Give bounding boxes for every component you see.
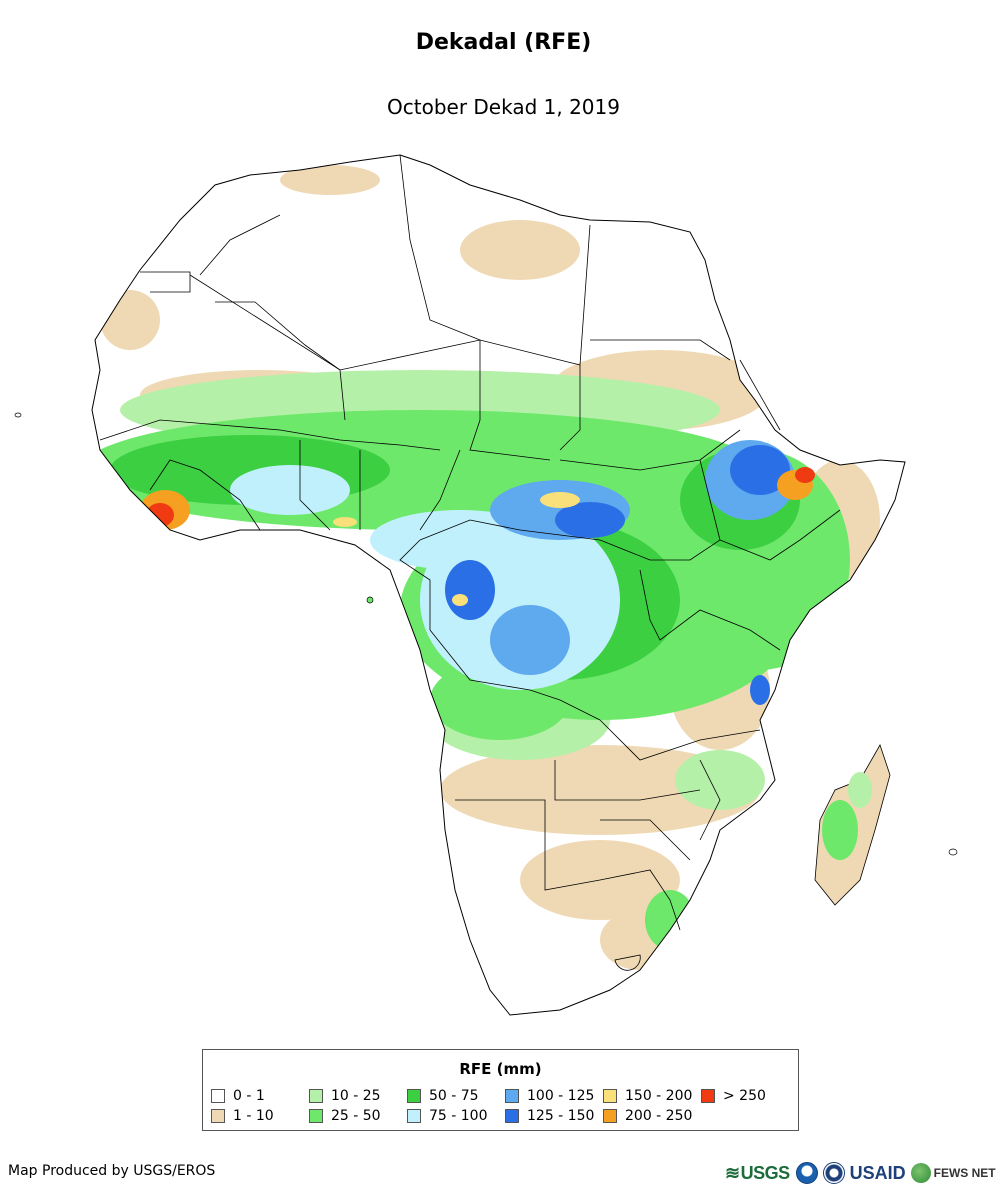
map-title: Dekadal (RFE) bbox=[415, 30, 592, 55]
rain-1-10 bbox=[280, 165, 380, 195]
legend-item: 10 - 25 bbox=[309, 1088, 381, 1104]
island bbox=[14, 412, 22, 418]
legend-item: 1 - 10 bbox=[211, 1108, 274, 1124]
legend-swatch bbox=[309, 1109, 323, 1123]
rain-125-150 bbox=[730, 445, 790, 495]
usaid-seal-icon bbox=[822, 1162, 845, 1184]
island bbox=[948, 848, 958, 856]
fews-net-logo: FEWS NET bbox=[933, 1166, 996, 1180]
agency-logos: ≋USGS USAID FEWS NET bbox=[725, 1160, 996, 1186]
rain-1-10 bbox=[100, 290, 160, 350]
legend-item: 25 - 50 bbox=[309, 1108, 381, 1124]
madagascar-rain-10-25 bbox=[848, 772, 872, 808]
legend-swatch bbox=[603, 1089, 617, 1103]
legend-label: > 250 bbox=[723, 1088, 766, 1104]
legend-label: 75 - 100 bbox=[429, 1108, 488, 1124]
rain-1-10 bbox=[460, 220, 580, 280]
map-subtitle: October Dekad 1, 2019 bbox=[387, 95, 620, 119]
legend-label: 100 - 125 bbox=[527, 1088, 595, 1104]
africa-rainfall-map bbox=[14, 154, 958, 1016]
rain-75-100 bbox=[230, 465, 350, 515]
rain-100-125 bbox=[490, 605, 570, 675]
rain-125-150 bbox=[445, 560, 495, 620]
legend-label: 50 - 75 bbox=[429, 1088, 479, 1104]
island bbox=[366, 596, 374, 604]
rain-125-150 bbox=[750, 675, 770, 705]
usgs-wave-icon: ≋ bbox=[725, 1162, 740, 1183]
legend-item: 150 - 200 bbox=[603, 1088, 692, 1104]
legend-label: 150 - 200 bbox=[625, 1088, 693, 1104]
legend-swatch bbox=[407, 1109, 421, 1123]
legend-label: 10 - 25 bbox=[331, 1088, 381, 1104]
legend-item: 0 - 1 bbox=[211, 1088, 265, 1104]
legend-label: 125 - 150 bbox=[527, 1108, 595, 1124]
rain-150-200 bbox=[540, 492, 580, 508]
legend-swatch bbox=[505, 1109, 519, 1123]
legend-item: > 250 bbox=[701, 1088, 766, 1104]
legend-title: RFE (mm) bbox=[459, 1060, 542, 1078]
legend-item: 75 - 100 bbox=[407, 1108, 488, 1124]
rain-10-25 bbox=[675, 750, 765, 810]
usaid-logo: USAID bbox=[849, 1162, 906, 1183]
usgs-logo: ≋USGS bbox=[725, 1162, 790, 1183]
legend-item: 125 - 150 bbox=[505, 1108, 594, 1124]
legend-label: 25 - 50 bbox=[331, 1108, 381, 1124]
legend-swatch bbox=[505, 1089, 519, 1103]
legend-swatch bbox=[407, 1089, 421, 1103]
rain-150-200 bbox=[333, 517, 357, 527]
noaa-seal-icon bbox=[795, 1162, 818, 1184]
rain-125-150 bbox=[555, 502, 625, 538]
legend-swatch bbox=[701, 1089, 715, 1103]
legend-item: 50 - 75 bbox=[407, 1088, 479, 1104]
legend-label: 1 - 10 bbox=[233, 1108, 274, 1124]
legend-swatch bbox=[309, 1089, 323, 1103]
rain-gt-250 bbox=[795, 467, 815, 483]
rain-150-200 bbox=[452, 594, 468, 606]
legend: RFE (mm) 0 - 1 1 - 10 10 - 25 25 - 50 50 - 7… bbox=[202, 1049, 799, 1131]
legend-swatch bbox=[211, 1089, 225, 1103]
rain-gt-250 bbox=[146, 503, 174, 527]
legend-swatch bbox=[603, 1109, 617, 1123]
legend-item: 100 - 125 bbox=[505, 1088, 594, 1104]
madagascar-rain-25-50 bbox=[822, 800, 858, 860]
rainfall-layer bbox=[92, 165, 880, 970]
fews-globe-icon bbox=[910, 1163, 931, 1183]
map-credit: Map Produced by USGS/EROS bbox=[8, 1163, 216, 1179]
rain-25-50 bbox=[645, 890, 695, 950]
legend-item: 200 - 250 bbox=[603, 1108, 692, 1124]
country-borders bbox=[91, 154, 906, 1016]
legend-label: 0 - 1 bbox=[233, 1088, 265, 1104]
legend-swatch bbox=[211, 1109, 225, 1123]
legend-label: 200 - 250 bbox=[625, 1108, 693, 1124]
